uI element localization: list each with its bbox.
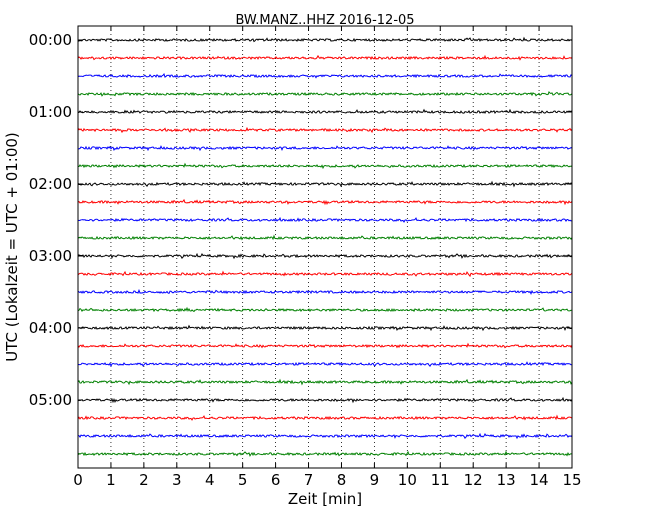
x-tick-label: 0	[73, 471, 83, 489]
x-tick-label: 12	[464, 471, 483, 489]
y-axis-label: UTC (Lokalzeit = UTC + 01:00)	[3, 132, 21, 362]
trace-0430	[77, 361, 573, 368]
trace-0115	[77, 126, 573, 134]
x-tick-label: 5	[238, 471, 248, 489]
trace-0145	[77, 162, 573, 170]
chart-title: BW.MANZ..HHZ 2016-12-05	[235, 13, 414, 28]
trace-0345	[77, 306, 573, 313]
y-tick-label: 03:00	[29, 247, 72, 265]
y-tick-label: 01:00	[29, 103, 72, 121]
trace-0545	[77, 450, 573, 457]
y-axis: 00:00 01:00 02:00 03:00 04:00 05:00	[29, 31, 572, 409]
x-tick-label: 8	[337, 471, 347, 489]
y-tick-label: 02:00	[29, 175, 72, 193]
x-tick-label: 10	[398, 471, 417, 489]
trace-0400	[77, 324, 573, 332]
x-axis-label: Zeit [min]	[288, 490, 362, 508]
trace-0415	[77, 342, 573, 349]
x-tick-label: 13	[497, 471, 516, 489]
trace-0230	[77, 216, 573, 223]
trace-0015	[77, 54, 573, 61]
trace-0030	[77, 73, 573, 79]
trace-0500	[77, 396, 573, 404]
trace-0300	[77, 252, 573, 260]
trace-0200	[77, 180, 573, 188]
x-axis: 0 1 2 3 4 5 6 7 8 9 10 11 12 13 14 15	[73, 26, 582, 489]
trace-0330	[77, 288, 573, 295]
x-tick-label: 14	[530, 471, 549, 489]
x-tick-label: 11	[431, 471, 450, 489]
y-tick-label: 04:00	[29, 319, 72, 337]
trace-0515	[77, 414, 573, 421]
x-tick-label: 4	[205, 471, 215, 489]
x-tick-label: 7	[304, 471, 314, 489]
x-tick-label: 9	[370, 471, 380, 489]
trace-0100	[77, 108, 573, 115]
seismic-traces	[77, 36, 573, 457]
x-tick-label: 3	[172, 471, 182, 489]
x-tick-label: 15	[562, 471, 581, 489]
trace-0000	[77, 36, 573, 43]
y-tick-label: 00:00	[29, 31, 72, 49]
grid-lines	[110, 26, 540, 468]
trace-0315	[77, 270, 573, 278]
x-tick-label: 2	[139, 471, 149, 489]
y-tick-label: 05:00	[29, 391, 72, 409]
trace-0130	[77, 145, 573, 152]
trace-0445	[77, 378, 573, 386]
trace-0530	[77, 432, 573, 440]
trace-0245	[77, 234, 573, 241]
x-tick-label: 1	[106, 471, 116, 489]
plot-frame	[77, 25, 573, 469]
trace-0215	[77, 198, 573, 206]
trace-0045	[77, 91, 573, 97]
x-tick-label: 6	[271, 471, 281, 489]
